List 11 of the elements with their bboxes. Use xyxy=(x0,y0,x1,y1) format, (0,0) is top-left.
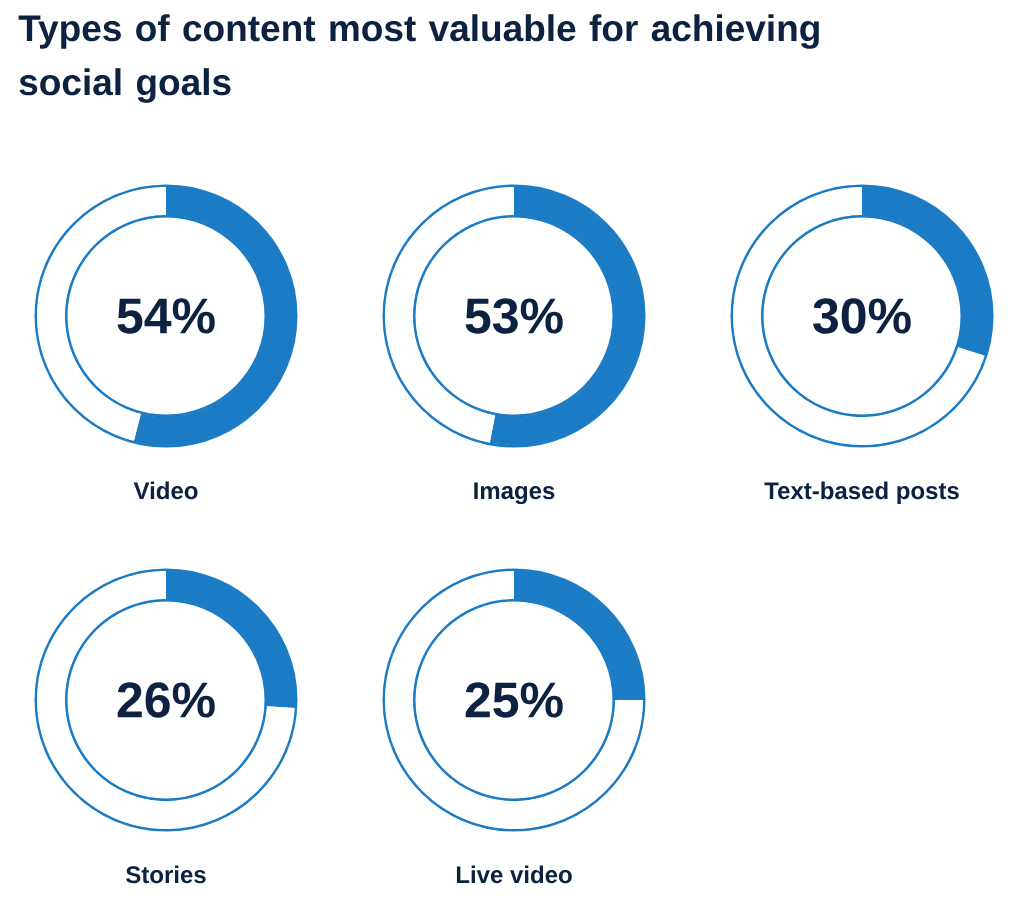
text: 26% xyxy=(117,682,215,718)
text: Text-based posts xyxy=(764,481,959,504)
text: 25% xyxy=(465,682,563,718)
text: Types of content most valuable for achieving social goals xyxy=(18,14,819,103)
text: 54% xyxy=(117,298,215,334)
text: 30% xyxy=(813,298,911,334)
text: Live video xyxy=(456,865,572,884)
text: Stories xyxy=(126,865,206,884)
text: 53% xyxy=(465,298,563,334)
text: Video xyxy=(133,481,198,500)
text: Images xyxy=(474,482,555,505)
